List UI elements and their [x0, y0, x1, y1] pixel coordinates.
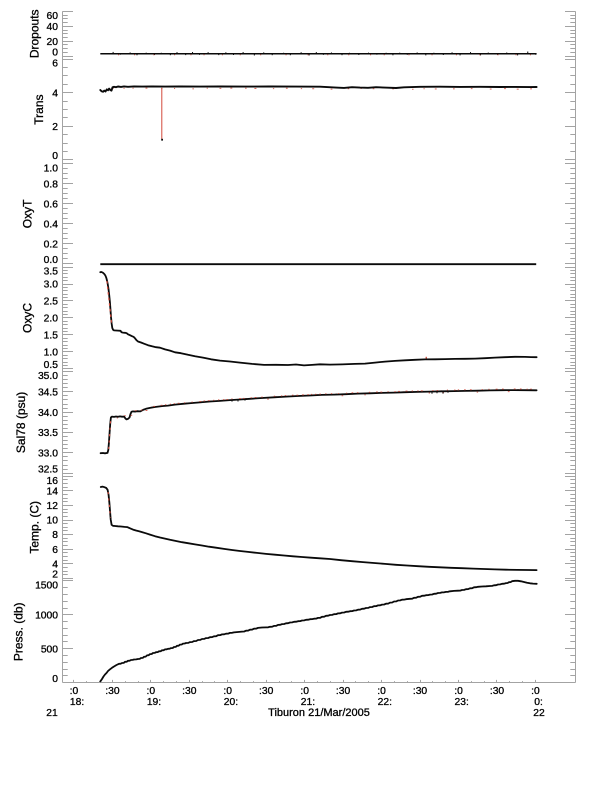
svg-text::0: :0	[300, 686, 309, 697]
svg-text:34.5: 34.5	[38, 387, 58, 398]
svg-text:10: 10	[47, 516, 59, 527]
svg-text:21: 21	[46, 708, 58, 719]
svg-text:4: 4	[52, 88, 58, 99]
svg-text:0.6: 0.6	[44, 200, 59, 211]
svg-text:0.4: 0.4	[44, 219, 59, 230]
svg-text:16: 16	[47, 476, 59, 487]
svg-text:0: 0	[52, 47, 58, 58]
svg-text:22:: 22:	[378, 697, 392, 708]
svg-text:OxyC: OxyC	[20, 303, 34, 333]
svg-text::0: :0	[70, 686, 79, 697]
svg-text:12: 12	[47, 501, 59, 512]
svg-text:2: 2	[52, 569, 58, 580]
svg-text:18:: 18:	[70, 697, 84, 708]
svg-text:1.0: 1.0	[44, 348, 59, 359]
svg-text:1500: 1500	[35, 580, 58, 591]
svg-text::30: :30	[413, 686, 428, 697]
svg-text:2.5: 2.5	[44, 297, 59, 308]
svg-text:0.0: 0.0	[44, 255, 59, 266]
svg-text:19:: 19:	[147, 697, 161, 708]
svg-text:60: 60	[47, 11, 59, 22]
svg-text:OxyT: OxyT	[20, 199, 34, 228]
svg-text:20:: 20:	[224, 697, 238, 708]
svg-text::0: :0	[223, 686, 232, 697]
svg-text:35.0: 35.0	[38, 371, 58, 382]
svg-text::0: :0	[454, 686, 463, 697]
svg-text:32.5: 32.5	[38, 464, 58, 475]
svg-text:34.0: 34.0	[38, 408, 58, 419]
svg-text:500: 500	[41, 644, 58, 655]
svg-text:3.5: 3.5	[44, 267, 59, 278]
svg-text:0.2: 0.2	[44, 239, 59, 250]
svg-text:0:: 0:	[534, 697, 543, 708]
svg-text::30: :30	[336, 686, 351, 697]
svg-text:20: 20	[47, 37, 59, 48]
svg-text::0: :0	[531, 686, 540, 697]
svg-text:21:: 21:	[301, 697, 315, 708]
svg-text:33.0: 33.0	[38, 449, 58, 460]
svg-text:Trans: Trans	[32, 94, 46, 124]
svg-text:4: 4	[52, 559, 58, 570]
svg-text:0: 0	[52, 674, 58, 685]
svg-text:6: 6	[52, 545, 58, 556]
svg-text::30: :30	[490, 686, 505, 697]
svg-text:Press. (db): Press. (db)	[12, 602, 26, 661]
svg-text::30: :30	[105, 686, 120, 697]
svg-text:1.5: 1.5	[44, 331, 59, 342]
svg-text::0: :0	[377, 686, 386, 697]
svg-text::30: :30	[259, 686, 274, 697]
svg-text::0: :0	[147, 686, 156, 697]
svg-text:1000: 1000	[35, 610, 58, 621]
svg-text:22: 22	[533, 708, 545, 719]
svg-text:1.0: 1.0	[44, 163, 59, 174]
svg-text:Tiburon 21/Mar/2005: Tiburon 21/Mar/2005	[268, 707, 370, 719]
svg-text:14: 14	[47, 487, 59, 498]
svg-text::30: :30	[182, 686, 197, 697]
svg-text:Sal78 (psu): Sal78 (psu)	[14, 392, 28, 453]
svg-text:23:: 23:	[455, 697, 469, 708]
svg-text:6: 6	[52, 59, 58, 70]
svg-text:3.0: 3.0	[44, 280, 59, 291]
svg-text:33.5: 33.5	[38, 428, 58, 439]
svg-text:0.8: 0.8	[44, 180, 59, 191]
svg-text:40: 40	[47, 22, 59, 33]
svg-text:Dropouts: Dropouts	[27, 9, 41, 58]
svg-text:8: 8	[52, 530, 58, 541]
svg-text:2.0: 2.0	[44, 314, 59, 325]
svg-text:0: 0	[52, 151, 58, 162]
svg-text:0.5: 0.5	[44, 360, 59, 371]
svg-text:Temp. (C): Temp. (C)	[27, 501, 41, 554]
svg-text:2: 2	[52, 122, 58, 133]
